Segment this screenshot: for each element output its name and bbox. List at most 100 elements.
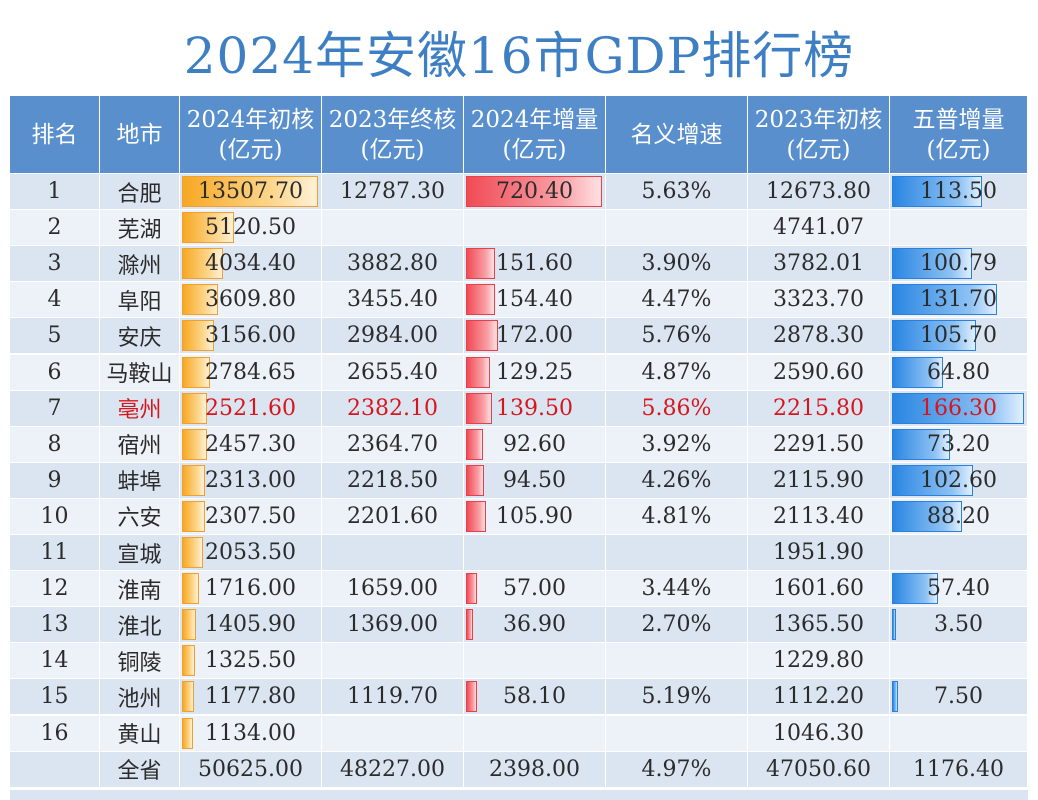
header-gdp-2023-initial: 2023年初核 (亿元) [748,96,890,174]
cell-value: 8 [47,431,62,457]
cell-value: 2307.50 [205,503,296,529]
cell-value: 1229.80 [773,648,864,674]
cell-census-increase [890,643,1028,680]
cell-nominal-growth: 5.63% [606,174,748,211]
cell-value: 3323.70 [773,287,864,313]
cell-gdp-2023-initial: 1365.50 [748,607,890,644]
cell-gdp-2023-final: 3882.80 [322,246,464,283]
cell-value: 马鞍山 [106,362,173,388]
data-bar-gdp-2024-initial [182,212,234,244]
cell-value: 14 [40,648,69,674]
cell-gdp-2023-initial: 3323.70 [748,282,890,319]
table-row: 1 合肥 13507.70 12787.30 720.40 5.63% 12673.80 11… [10,174,1028,211]
cell-value: 1119.70 [347,684,438,710]
cell-gdp-2023-initial: 2215.80 [748,390,890,427]
cell-city: 池州 [100,679,180,716]
cell-nominal-growth: 2.70% [606,607,748,644]
cell-value: 合肥 [117,181,162,207]
data-bar-census-increase [892,320,976,352]
cell-gdp-2024-initial: 2313.00 [180,462,322,499]
cell-census-increase [890,210,1028,247]
cell-value: 1046.30 [773,720,864,746]
cell-value: 15 [40,684,69,710]
table-row: 13 淮北 1405.90 1369.00 36.90 2.70% 1365.50 3.50 [10,607,1028,644]
cell-value: 1177.80 [205,684,296,710]
cell-census-increase: 88.20 [890,498,1028,535]
header-nominal-growth: 名义增速 [606,96,748,174]
header-increase-2024: 2024年增量 (亿元) [464,96,606,174]
cell-value: 6 [47,359,62,385]
cell-value: 2521.60 [205,395,296,421]
cell-value: 3455.40 [347,287,438,313]
cell-gdp-2024-initial: 50625.00 [180,751,322,788]
cell-value: 5120.50 [205,215,296,241]
cell-value: 5.86% [641,395,712,421]
cell-value: 3.44% [641,576,712,602]
cell-value: 48227.00 [340,756,445,782]
cell-gdp-2023-initial: 2291.50 [748,426,890,463]
cell-gdp-2024-initial: 2457.30 [180,426,322,463]
cell-gdp-2023-initial: 2113.40 [748,498,890,535]
cell-rank: 8 [10,426,100,463]
cell-gdp-2024-initial: 2521.60 [180,390,322,427]
cell-value: 全省 [117,759,162,785]
cell-gdp-2024-initial: 2784.65 [180,354,322,391]
cell-increase-2024: 105.90 [464,498,606,535]
cell-rank: 6 [10,354,100,391]
cell-value: 2201.60 [347,503,438,529]
data-bar-increase-2024 [466,464,484,496]
data-bar-increase-2024 [466,356,491,388]
table-row: 7 亳州 2521.60 2382.10 139.50 5.86% 2215.80 166.3… [10,390,1028,427]
cell-value: 139.50 [496,395,573,421]
cell-value: 滁州 [117,253,162,279]
cell-value: 4.26% [641,467,712,493]
cell-nominal-growth [606,643,748,680]
cell-gdp-2023-final: 2364.70 [322,426,464,463]
cell-gdp-2023-final: 12787.30 [322,174,464,211]
cell-value: 57.40 [927,576,990,602]
cell-gdp-2023-final: 2218.50 [322,462,464,499]
cell-value: 58.10 [503,684,566,710]
data-bar-census-increase [892,356,944,388]
cell-value: 73.20 [927,431,990,457]
cell-gdp-2024-initial: 13507.70 [180,174,322,211]
cell-value: 2382.10 [347,395,438,421]
cell-rank: 7 [10,390,100,427]
header-census-increase: 五普增量 (亿元) [890,96,1028,174]
cell-value: 3 [47,251,62,277]
data-bar-increase-2024 [466,573,477,605]
header-label: 名义增速 [630,121,723,148]
data-bar-gdp-2024-initial [182,537,203,569]
cell-value: 12787.30 [340,179,445,205]
cell-value [10,752,99,787]
cell-value: 92.60 [503,431,566,457]
cell-value: 2364.70 [347,431,438,457]
cell-value: 1659.00 [347,576,438,602]
cell-value: 1112.20 [773,684,864,710]
cell-value: 5.76% [641,323,712,349]
data-bar-gdp-2024-initial [182,645,196,677]
cell-increase-2024: 154.40 [464,282,606,319]
cell-city: 六安 [100,498,180,535]
cell-rank: 9 [10,462,100,499]
data-bar-increase-2024 [466,284,496,316]
cell-value: 2113.40 [773,503,864,529]
cell-value [464,210,605,245]
cell-value: 2 [47,215,62,241]
cell-rank: 5 [10,318,100,355]
cell-increase-2024: 129.25 [464,354,606,391]
cell-rank: 12 [10,571,100,608]
cell-gdp-2024-initial: 3609.80 [180,282,322,319]
cell-value: 13 [40,612,69,638]
cell-gdp-2023-initial: 1951.90 [748,535,890,572]
data-bar-census-increase [892,392,1024,424]
data-bar-gdp-2024-initial [182,717,194,749]
cell-value [322,716,463,751]
cell-value: 88.20 [927,503,990,529]
table-row: 2 芜湖 5120.50 4741.07 [10,210,1028,247]
table-row: 4 阜阳 3609.80 3455.40 154.40 4.47% 3323.70 131.7… [10,282,1028,319]
cell-value: 11 [40,540,69,566]
cell-value [890,643,1027,678]
cell-value: 亳州 [117,398,162,424]
data-bar-gdp-2024-initial [182,573,200,605]
